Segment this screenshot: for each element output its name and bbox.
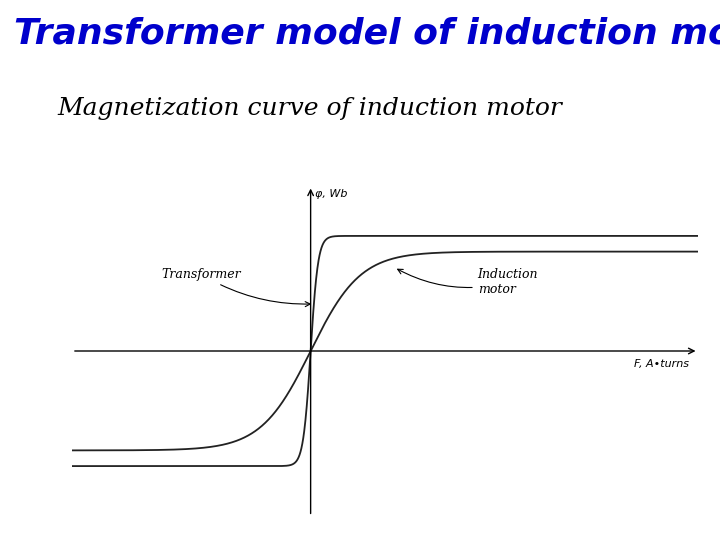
- Text: φ, Wb: φ, Wb: [315, 189, 348, 199]
- Text: Transformer model of induction motor: Transformer model of induction motor: [14, 16, 720, 50]
- Text: Transformer: Transformer: [161, 268, 310, 307]
- Text: F, A•turns: F, A•turns: [634, 360, 690, 369]
- Text: Magnetization curve of induction motor: Magnetization curve of induction motor: [58, 97, 562, 120]
- Text: Induction
motor: Induction motor: [397, 268, 538, 296]
